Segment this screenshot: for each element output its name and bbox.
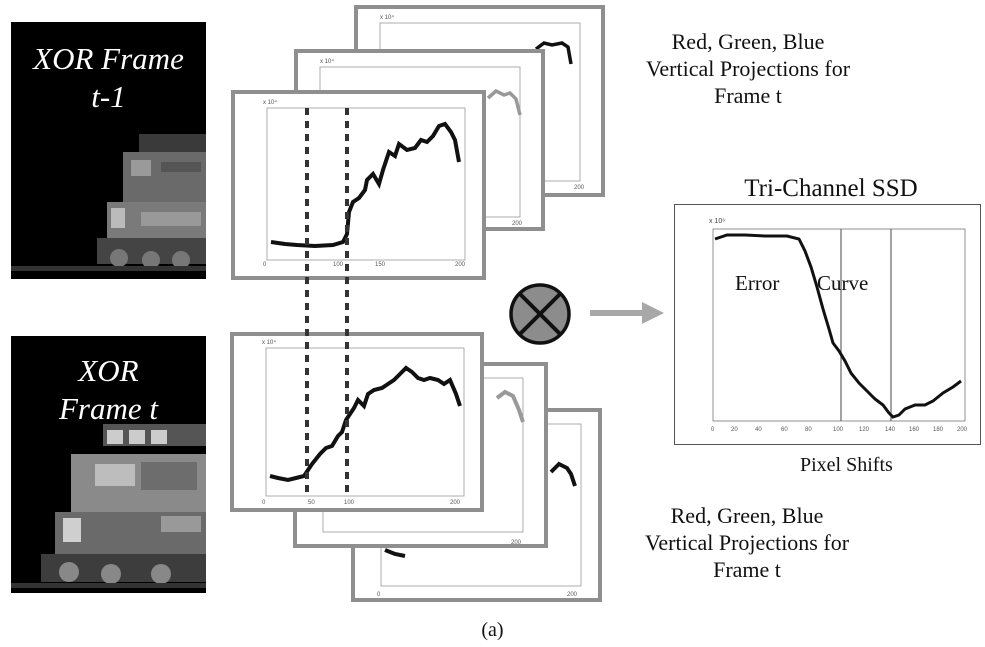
- bottom-caption-line3: Frame t: [713, 557, 781, 582]
- svg-text:200: 200: [511, 540, 522, 546]
- xor-frame-t-minus-1-image: XOR Frame t-1: [11, 22, 206, 279]
- ssd-panel: x 10⁶ 0 20 40 60 80 100 120 140 160 180 …: [674, 204, 981, 445]
- svg-text:200: 200: [957, 427, 968, 433]
- svg-text:120: 120: [859, 427, 870, 433]
- svg-text:140: 140: [885, 427, 896, 433]
- ssd-label-curve: Curve: [817, 271, 869, 295]
- ssd-label-error: Error: [735, 271, 780, 295]
- svg-text:x 10⁴: x 10⁴: [380, 14, 394, 21]
- svg-text:0: 0: [377, 592, 381, 598]
- svg-text:180: 180: [933, 427, 944, 433]
- top-photo-label-line1: XOR Frame: [33, 41, 184, 76]
- bottom-caption: Red, Green, Blue Vertical Projections fo…: [606, 502, 888, 583]
- ssd-error-plot: x 10⁶ 0 20 40 60 80 100 120 140 160 180 …: [709, 218, 968, 433]
- svg-text:x 10⁴: x 10⁴: [320, 58, 334, 65]
- svg-text:100: 100: [833, 427, 844, 433]
- svg-text:40: 40: [755, 427, 762, 433]
- top-caption-line1: Red, Green, Blue: [671, 29, 825, 54]
- svg-text:200: 200: [450, 500, 461, 506]
- bottom-photo-label-line1: XOR: [78, 353, 139, 388]
- svg-text:x 10⁴: x 10⁴: [262, 339, 276, 346]
- bottom-projection-frame-red: x 10⁴ 0 50 100 200: [230, 332, 484, 512]
- ssd-xlabel: Pixel Shifts: [800, 454, 893, 476]
- svg-text:0: 0: [711, 427, 715, 433]
- top-caption-line2: Vertical Projections for: [645, 56, 851, 81]
- svg-text:100: 100: [333, 262, 344, 268]
- locomotive-silhouette-icon: [11, 424, 206, 588]
- svg-text:0: 0: [263, 262, 267, 268]
- right-arrow-icon: [590, 302, 664, 324]
- locomotive-silhouette-icon: [11, 134, 206, 271]
- svg-text:0: 0: [262, 500, 266, 506]
- bottom-caption-line2: Vertical Projections for: [644, 530, 850, 555]
- red-projection-plot: x 10⁴ 0 100 150 200: [263, 99, 466, 268]
- figure-label: (a): [481, 619, 504, 641]
- svg-text:x 10⁴: x 10⁴: [263, 99, 277, 106]
- bottom-caption-line1: Red, Green, Blue: [670, 503, 824, 528]
- ssd-title: Tri-Channel SSD: [744, 175, 918, 202]
- top-caption: Red, Green, Blue Vertical Projections fo…: [620, 28, 876, 109]
- svg-text:200: 200: [455, 262, 466, 268]
- xor-frame-t-image: XOR Frame t: [11, 336, 206, 593]
- svg-text:80: 80: [805, 427, 812, 433]
- svg-text:20: 20: [731, 427, 738, 433]
- svg-text:200: 200: [574, 185, 585, 191]
- top-photo-label-line2: t-1: [91, 79, 126, 114]
- circled-times-icon: [509, 283, 571, 345]
- svg-text:150: 150: [375, 262, 386, 268]
- bottom-photo-label-line2: Frame t: [58, 391, 158, 426]
- top-projection-frame-red: x 10⁴ 0 100 150 200: [231, 90, 486, 280]
- svg-text:160: 160: [909, 427, 920, 433]
- svg-text:x 10⁶: x 10⁶: [709, 218, 725, 225]
- svg-text:100: 100: [344, 500, 355, 506]
- top-caption-line3: Frame t: [714, 83, 782, 108]
- svg-text:50: 50: [308, 500, 315, 506]
- red-projection-plot: x 10⁴ 0 50 100 200: [262, 339, 465, 506]
- svg-text:200: 200: [512, 221, 523, 227]
- svg-text:200: 200: [567, 592, 578, 598]
- svg-text:60: 60: [781, 427, 788, 433]
